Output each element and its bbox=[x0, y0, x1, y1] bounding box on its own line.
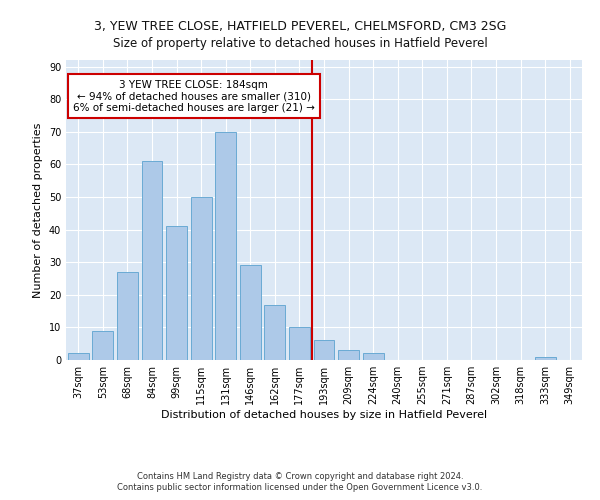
Y-axis label: Number of detached properties: Number of detached properties bbox=[33, 122, 43, 298]
X-axis label: Distribution of detached houses by size in Hatfield Peverel: Distribution of detached houses by size … bbox=[161, 410, 487, 420]
Text: 3 YEW TREE CLOSE: 184sqm
← 94% of detached houses are smaller (310)
6% of semi-d: 3 YEW TREE CLOSE: 184sqm ← 94% of detach… bbox=[73, 80, 315, 113]
Bar bbox=[314, 340, 334, 360]
Bar bbox=[265, 304, 286, 360]
Text: Contains HM Land Registry data © Crown copyright and database right 2024.: Contains HM Land Registry data © Crown c… bbox=[137, 472, 463, 481]
Text: Size of property relative to detached houses in Hatfield Peverel: Size of property relative to detached ho… bbox=[113, 38, 487, 51]
Bar bbox=[535, 356, 556, 360]
Bar bbox=[191, 197, 212, 360]
Bar bbox=[117, 272, 138, 360]
Bar bbox=[215, 132, 236, 360]
Text: Contains public sector information licensed under the Open Government Licence v3: Contains public sector information licen… bbox=[118, 484, 482, 492]
Bar bbox=[92, 330, 113, 360]
Bar bbox=[68, 354, 89, 360]
Bar bbox=[289, 328, 310, 360]
Bar bbox=[338, 350, 359, 360]
Bar bbox=[166, 226, 187, 360]
Bar bbox=[240, 266, 261, 360]
Text: 3, YEW TREE CLOSE, HATFIELD PEVEREL, CHELMSFORD, CM3 2SG: 3, YEW TREE CLOSE, HATFIELD PEVEREL, CHE… bbox=[94, 20, 506, 33]
Bar bbox=[362, 354, 383, 360]
Bar bbox=[142, 161, 163, 360]
